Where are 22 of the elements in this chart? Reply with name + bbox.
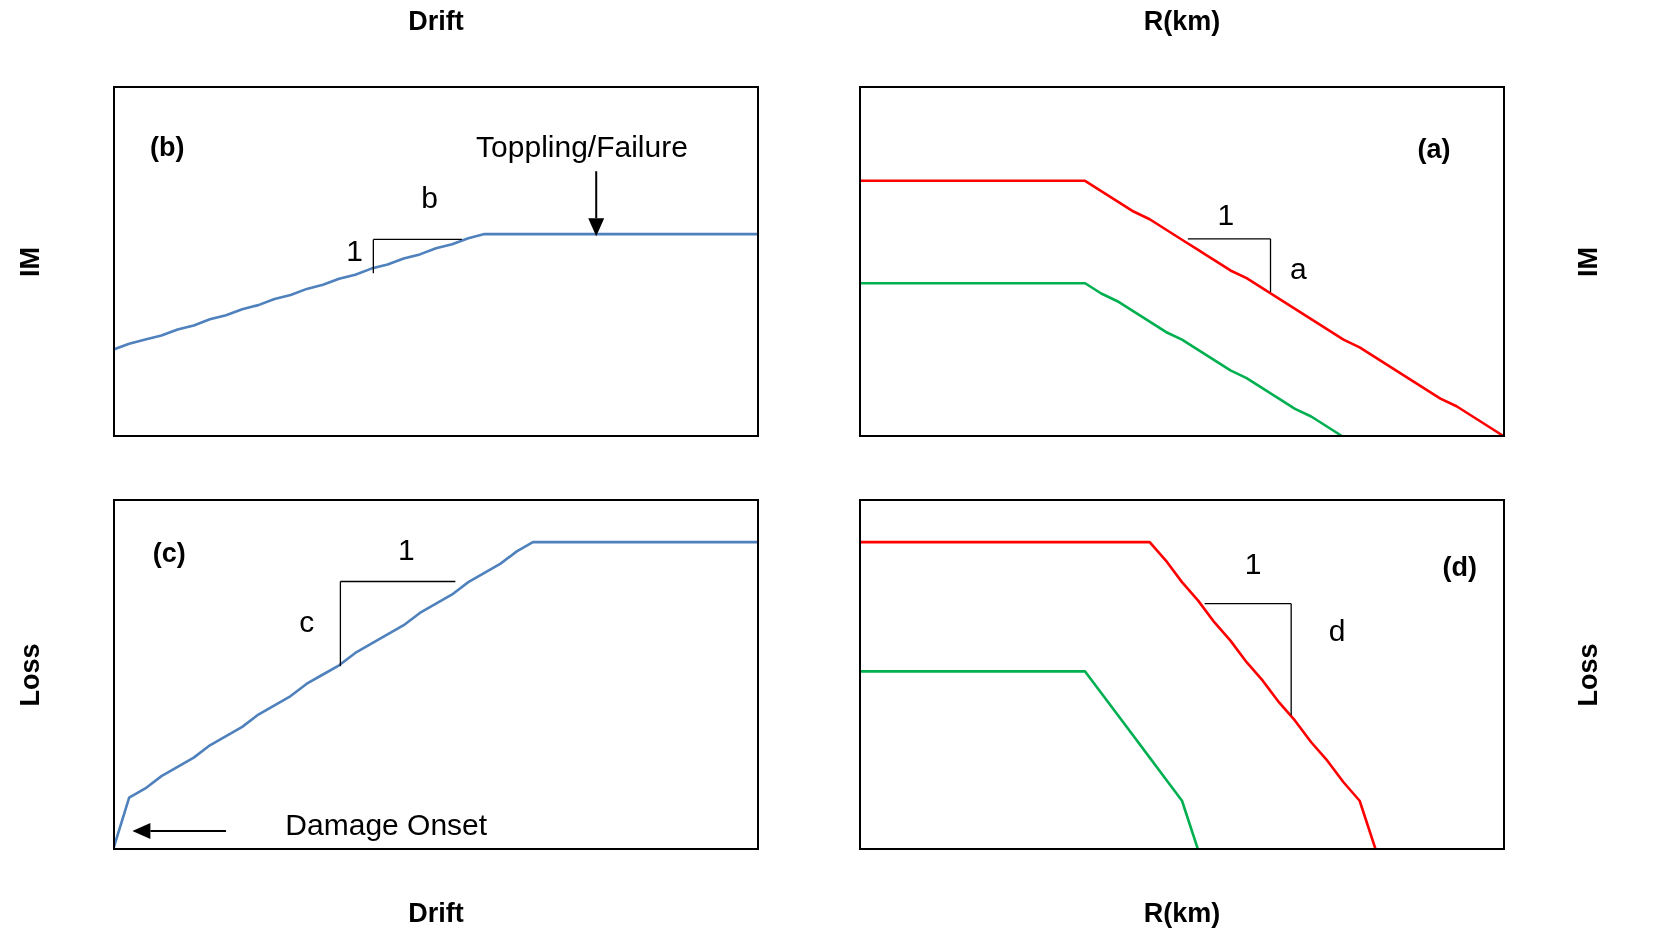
annotation: 1 xyxy=(1217,197,1235,231)
x-axis-title: R(km) xyxy=(1143,898,1221,929)
annotation: 1 xyxy=(1244,546,1262,580)
y-axis-title: IM xyxy=(1572,246,1604,277)
annotation: 1 xyxy=(397,532,415,566)
annotation: c xyxy=(299,605,315,639)
annotation: a xyxy=(1289,251,1307,285)
x-axis-title: Drift xyxy=(408,6,464,37)
y-axis-title: Loss xyxy=(1572,642,1604,707)
x-axis-title: R(km) xyxy=(1143,6,1221,37)
annotation: 1 xyxy=(346,233,363,267)
annotation: (c) xyxy=(152,537,186,568)
annotation: Damage Onset xyxy=(285,807,488,841)
y-axis-title: Loss xyxy=(14,642,46,707)
y-axis-title: IM xyxy=(14,246,46,277)
text: b xyxy=(421,180,438,214)
text: (b) xyxy=(150,132,185,163)
x-axis-title: Drift xyxy=(408,898,464,929)
text: Toppling/Failure xyxy=(476,130,688,164)
text: (a) xyxy=(1417,133,1451,164)
annotation: d xyxy=(1328,613,1346,647)
annotation: (d) xyxy=(1442,552,1478,583)
